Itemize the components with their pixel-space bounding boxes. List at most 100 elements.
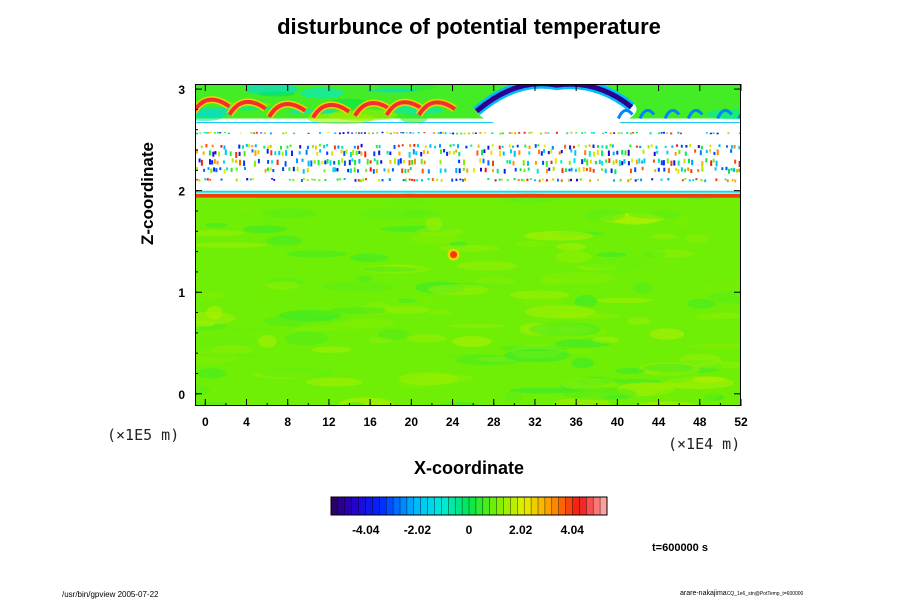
- lower-layer-patch: [315, 316, 351, 325]
- noise-speck: [467, 132, 470, 135]
- noise-speck: [399, 158, 402, 164]
- lower-layer-patch: [679, 353, 722, 367]
- noise-speck: [487, 178, 490, 180]
- noise-speck: [267, 160, 270, 164]
- noise-speck: [420, 151, 423, 157]
- noise-speck: [302, 169, 305, 174]
- upper-layer-patch: [706, 108, 740, 120]
- colorbar-swatch: [462, 497, 470, 515]
- noise-speck: [547, 151, 550, 155]
- noise-speck: [598, 159, 601, 165]
- noise-speck: [653, 151, 656, 156]
- noise-speck: [594, 160, 597, 165]
- lower-layer-patch: [643, 251, 667, 258]
- noise-speck: [529, 178, 532, 180]
- noise-speck: [586, 159, 589, 166]
- lower-layer-patch: [504, 349, 570, 363]
- lower-layer-patch: [652, 234, 678, 240]
- noise-speck: [378, 144, 381, 149]
- lower-layer-patch: [257, 292, 275, 303]
- noise-speck: [316, 152, 319, 156]
- noise-speck: [389, 160, 392, 164]
- noise-speck: [209, 159, 211, 165]
- noise-speck: [348, 159, 351, 166]
- noise-speck: [634, 179, 637, 182]
- lower-layer-patch: [618, 202, 670, 213]
- lower-layer-patch: [519, 322, 550, 336]
- colorbar: -4.04 -2.02 0 2.02 4.04: [330, 496, 608, 537]
- lower-layer-patch: [196, 401, 230, 405]
- noise-speck: [575, 132, 578, 134]
- noise-speck: [627, 179, 630, 183]
- noise-speck: [666, 132, 668, 134]
- noise-speck: [523, 179, 525, 182]
- noise-speck: [623, 159, 626, 164]
- noise-speck: [444, 168, 447, 173]
- noise-speck: [327, 131, 330, 133]
- noise-speck: [432, 132, 435, 134]
- noise-speck: [255, 131, 258, 134]
- noise-speck: [416, 179, 419, 182]
- noise-speck: [699, 150, 702, 156]
- noise-speck: [709, 132, 712, 135]
- noise-speck: [451, 178, 454, 182]
- noise-speck: [609, 132, 612, 135]
- lower-layer-patch: [584, 394, 614, 401]
- noise-speck: [680, 132, 682, 135]
- cold-wave: [686, 108, 704, 120]
- noise-speck: [589, 167, 592, 172]
- lower-layer-patch: [550, 304, 619, 315]
- noise-speck: [726, 179, 729, 183]
- noise-speck: [502, 132, 504, 135]
- colorbar-swatch: [337, 497, 346, 515]
- lower-layer: [196, 196, 740, 405]
- noise-speck: [463, 132, 466, 135]
- noise-speck: [254, 144, 257, 148]
- noise-speck: [293, 132, 296, 135]
- noise-speck: [534, 144, 537, 148]
- lower-layer-patch: [224, 327, 268, 333]
- noise-speck: [269, 144, 272, 148]
- noise-speck: [249, 178, 252, 181]
- noise-speck: [647, 145, 650, 149]
- x-tick-label: 8: [284, 415, 291, 429]
- noise-speck: [564, 144, 567, 149]
- colorbar-tick-label: 0: [466, 523, 473, 537]
- noise-speck: [643, 158, 646, 164]
- lower-layer-patch: [398, 372, 458, 386]
- noise-speck: [663, 131, 665, 134]
- lower-layer-patch: [612, 212, 659, 225]
- lower-layer-patch: [284, 331, 329, 346]
- noise-speck: [615, 159, 618, 164]
- lower-layer-patch: [196, 368, 227, 379]
- lower-layer-patch: [560, 391, 612, 404]
- colorbar-swatch: [579, 497, 587, 515]
- colorbar-swatch: [565, 497, 573, 515]
- noise-speck: [542, 160, 545, 165]
- lower-layer-patch: [196, 322, 228, 331]
- noise-speck: [340, 149, 343, 154]
- noise-speck: [378, 179, 380, 182]
- lower-layer-patch: [657, 369, 695, 383]
- noise-speck: [220, 178, 223, 181]
- noise-speck: [584, 145, 587, 148]
- noise-speck: [357, 145, 359, 150]
- noise-speck: [568, 160, 571, 165]
- lower-layer-patch: [383, 306, 431, 314]
- cold-wave: [638, 108, 656, 120]
- noise-speck: [701, 161, 704, 167]
- noise-speck: [219, 132, 222, 134]
- colorbar-tick-label: -4.04: [352, 523, 380, 537]
- noise-speck: [733, 168, 736, 172]
- lower-layer-patch: [655, 328, 692, 337]
- noise-speck: [338, 132, 341, 135]
- noise-speck: [281, 151, 284, 157]
- lower-layer-patch: [515, 224, 568, 230]
- noise-speck: [697, 145, 700, 148]
- x-tick-label: 32: [528, 415, 542, 429]
- noise-speck: [207, 132, 210, 134]
- noise-speck: [671, 145, 674, 148]
- noise-speck: [581, 159, 584, 165]
- noise-speck: [205, 132, 208, 134]
- noise-speck: [276, 159, 279, 165]
